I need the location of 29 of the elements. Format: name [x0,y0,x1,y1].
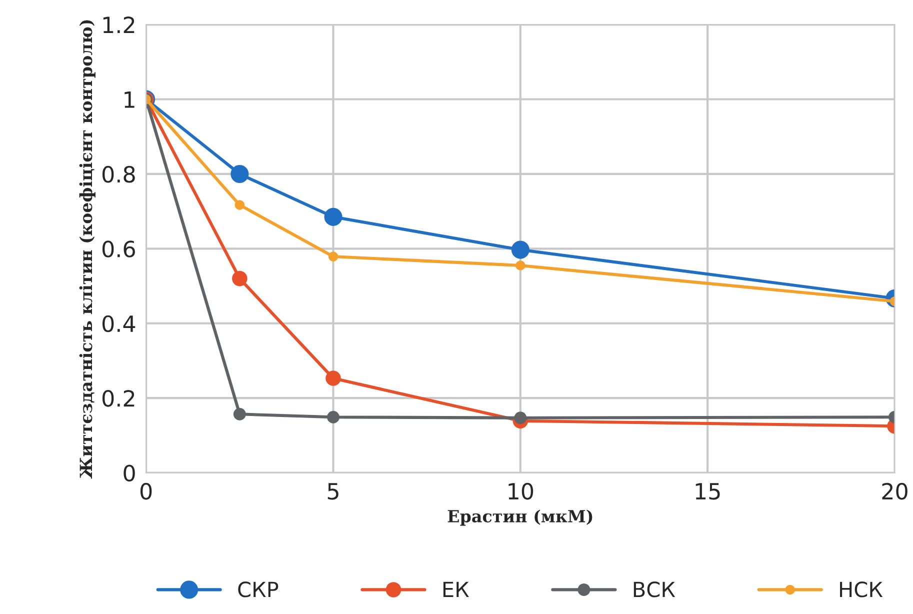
point [511,240,530,259]
x-tick-label: 0 [140,482,152,500]
x-tick-label: 5 [328,483,338,500]
y-tick-label: 1 [124,92,134,108]
legend-label: СКР [238,582,278,598]
point [234,200,245,210]
point [328,252,338,262]
point [516,260,526,270]
point [230,164,249,183]
x-tick-label: 15 [696,483,720,500]
legend-label: НСК [840,582,883,598]
point [326,370,341,386]
y-axis-title: Життєздатність клітин (коефіцієнт контролю) [79,20,96,479]
y-tick-label: 0.4 [102,315,136,332]
y-tick-label: 0.8 [102,166,135,183]
y-tick-label: 0.6 [102,240,135,258]
legend-label: ВСК [634,582,676,598]
y-tick-label: 1.2 [103,16,134,34]
point [324,208,342,226]
legend-label: ЕК [443,582,469,598]
point [233,408,246,420]
y-tick-label: 0 [124,464,135,482]
y-tick-label: 0.2 [102,390,134,407]
x-axis-title: Ерастин (мкМ) [448,510,592,526]
x-tick-label: 20 [882,482,908,500]
point [514,412,527,424]
point [326,410,340,424]
point [232,270,248,286]
x-tick-label: 10 [508,482,534,500]
